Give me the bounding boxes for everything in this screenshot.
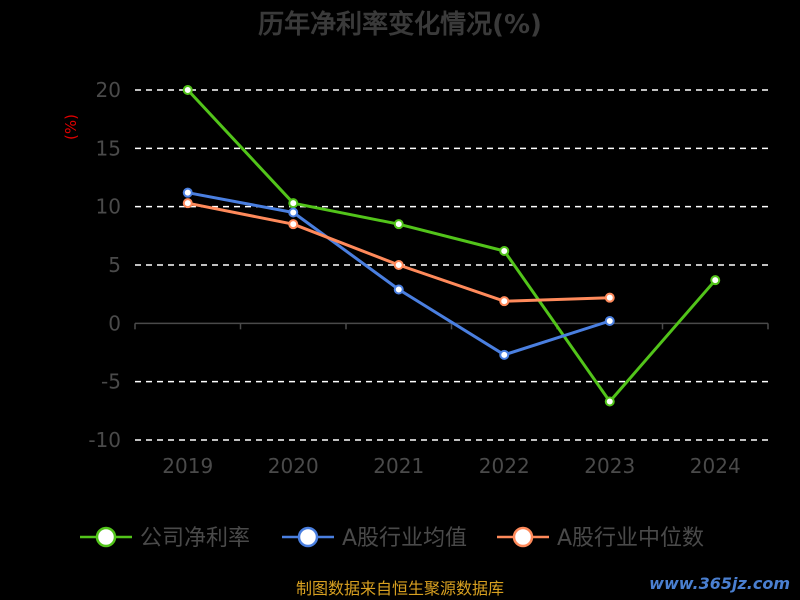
x-tick-label: 2024 (690, 454, 741, 478)
gridlines (135, 89, 768, 441)
data-point (288, 207, 299, 218)
data-point (499, 246, 510, 256)
data-point (288, 198, 299, 209)
y-tick-label: 15 (96, 136, 121, 160)
y-tick-label: 0 (108, 311, 121, 335)
data-point (604, 316, 615, 326)
y-axis-label: (%) (62, 114, 80, 140)
x-tick-label: 2019 (162, 454, 213, 478)
x-tick-label: 2021 (373, 454, 424, 478)
series (182, 187, 615, 360)
watermark: www.365jz.com (649, 574, 790, 593)
series-lines (182, 85, 721, 407)
series (182, 198, 615, 307)
legend-item[interactable]: 公司净利率 (80, 526, 250, 551)
data-point (604, 396, 615, 407)
data-point (393, 260, 404, 270)
legend-label: 公司净利率 (140, 526, 250, 551)
y-tick-label: 20 (96, 78, 121, 102)
y-axis-ticks: 20 15 10 5 0 -5 -10 (88, 78, 121, 452)
y-tick-label: -5 (101, 370, 121, 394)
legend[interactable]: 公司净利率 A股行业均值 A股行业中位数 (80, 526, 704, 551)
y-tick-label: -10 (88, 428, 121, 452)
data-point (499, 349, 510, 360)
data-point (182, 187, 193, 198)
data-source-note: 制图数据来自恒生聚源数据库 (296, 579, 504, 598)
data-point (288, 219, 299, 230)
data-point (393, 219, 404, 230)
y-tick-label: 5 (108, 253, 121, 277)
legend-marker (95, 526, 117, 548)
series (182, 85, 721, 407)
legend-item[interactable]: A股行业均值 (282, 526, 467, 551)
data-point (710, 275, 721, 286)
x-tick-label: 2022 (479, 454, 530, 478)
data-point (393, 284, 404, 295)
x-axis: 2019 2020 2021 2022 2023 2024 (134, 322, 769, 478)
legend-label: A股行业中位数 (557, 526, 704, 551)
data-point (604, 292, 615, 303)
legend-marker (297, 526, 319, 548)
y-tick-label: 10 (96, 195, 121, 219)
series-line (186, 88, 717, 403)
x-tick-label: 2023 (584, 454, 635, 478)
chart-title: 历年净利率变化情况(%) (258, 9, 542, 40)
data-point (182, 85, 193, 95)
legend-label: A股行业均值 (342, 526, 467, 551)
data-point (182, 198, 193, 209)
x-tick-label: 2020 (268, 454, 319, 478)
legend-item[interactable]: A股行业中位数 (497, 526, 704, 551)
data-point (499, 296, 510, 307)
legend-marker (512, 526, 534, 548)
